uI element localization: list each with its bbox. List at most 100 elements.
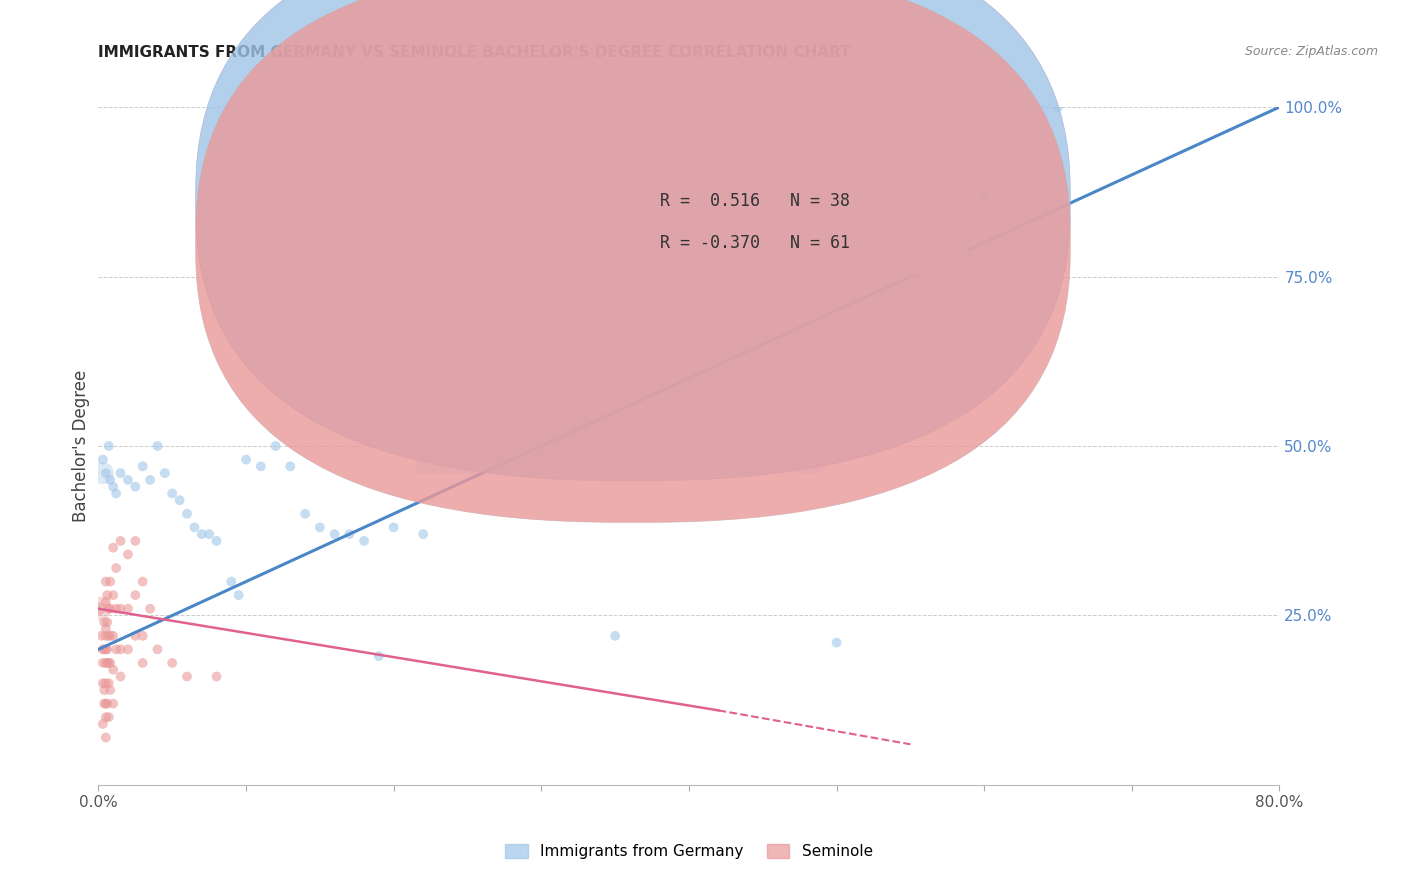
Point [94, 697, 117, 711]
Point [96, 615, 118, 630]
Y-axis label: Bachelor's Degree: Bachelor's Degree [72, 370, 90, 522]
Point [96, 697, 118, 711]
Point [94, 656, 117, 670]
Point [235, 452, 257, 467]
Point [89, 601, 111, 615]
Point [124, 629, 146, 643]
Point [124, 533, 146, 548]
Point [412, 527, 434, 541]
Point [94, 710, 117, 724]
Point [97, 601, 120, 615]
Point [105, 601, 128, 615]
Point [110, 466, 132, 480]
Point [183, 520, 205, 534]
Point [294, 507, 316, 521]
Point [94, 622, 117, 636]
Point [250, 459, 273, 474]
Point [96, 642, 118, 657]
Point [103, 663, 125, 677]
Point [97, 439, 120, 453]
Point [93, 683, 115, 698]
Point [103, 588, 125, 602]
Point [117, 473, 139, 487]
Text: IMMIGRANTS FROM GERMANY VS SEMINOLE BACHELOR'S DEGREE CORRELATION CHART: IMMIGRANTS FROM GERMANY VS SEMINOLE BACH… [98, 45, 851, 60]
Point [105, 561, 128, 575]
Point [146, 439, 169, 453]
Point [97, 629, 120, 643]
Point [339, 527, 361, 541]
Point [96, 588, 118, 602]
Point [309, 520, 332, 534]
Text: ZIP: ZIP [412, 398, 595, 494]
Point [117, 548, 139, 562]
Point [103, 541, 125, 555]
Point [97, 676, 120, 690]
Point [105, 642, 128, 657]
Point [153, 466, 176, 480]
Point [105, 486, 128, 500]
Point [103, 480, 125, 494]
Point [117, 642, 139, 657]
Point [94, 466, 117, 480]
Point [176, 507, 198, 521]
Point [176, 669, 198, 683]
Point [132, 459, 155, 474]
Point [280, 459, 302, 474]
Point [91, 452, 114, 467]
Point [132, 629, 155, 643]
Point [132, 656, 155, 670]
Point [205, 533, 228, 548]
Point [98, 574, 121, 589]
Point [605, 629, 627, 643]
Point [1047, 100, 1070, 114]
Point [90, 629, 112, 643]
Point [91, 717, 114, 731]
Point [94, 574, 117, 589]
Point [139, 473, 162, 487]
Point [93, 697, 115, 711]
Point [98, 683, 121, 698]
Point [94, 629, 117, 643]
Text: Source: ZipAtlas.com: Source: ZipAtlas.com [1244, 45, 1378, 58]
Point [132, 574, 155, 589]
Point [162, 486, 183, 500]
Text: R =  0.516   N = 38: R = 0.516 N = 38 [659, 193, 849, 211]
Point [110, 669, 132, 683]
Point [110, 533, 132, 548]
Point [98, 656, 121, 670]
Point [91, 642, 114, 657]
Point [198, 527, 221, 541]
Text: atlas: atlas [595, 398, 837, 494]
Point [323, 527, 346, 541]
Point [146, 642, 169, 657]
Point [103, 629, 125, 643]
Point [91, 656, 114, 670]
Point [91, 466, 114, 480]
Point [89, 601, 111, 615]
Point [98, 629, 121, 643]
Point [110, 601, 132, 615]
Point [98, 601, 121, 615]
Point [169, 493, 191, 508]
Point [93, 642, 115, 657]
Point [97, 656, 120, 670]
Point [353, 533, 375, 548]
Point [264, 439, 287, 453]
Point [94, 731, 117, 745]
Point [97, 710, 120, 724]
Legend: Immigrants from Germany, Seminole: Immigrants from Germany, Seminole [499, 838, 879, 865]
Point [124, 480, 146, 494]
Point [98, 473, 121, 487]
Point [825, 635, 848, 649]
Point [382, 520, 405, 534]
Text: R = -0.370   N = 61: R = -0.370 N = 61 [659, 235, 849, 252]
Point [973, 188, 995, 202]
Point [96, 656, 118, 670]
Point [191, 527, 214, 541]
Point [205, 669, 228, 683]
Point [139, 601, 162, 615]
Point [103, 697, 125, 711]
Point [221, 574, 243, 589]
Point [162, 656, 183, 670]
Point [94, 676, 117, 690]
